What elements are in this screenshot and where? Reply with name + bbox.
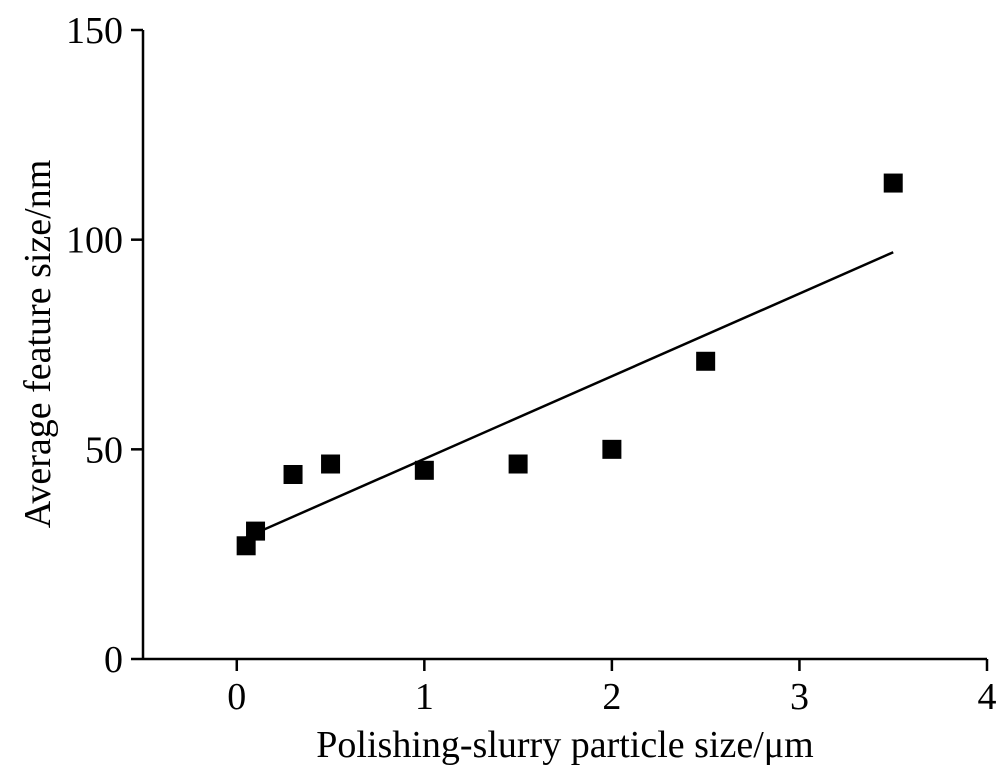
data-point (414, 460, 434, 480)
axes (141, 30, 987, 661)
y-tick-label: 100 (66, 220, 123, 262)
fit-line (245, 251, 894, 539)
y-tick-label: 50 (85, 429, 123, 471)
data-point (236, 536, 256, 556)
data-point (508, 454, 528, 474)
data-point (602, 439, 622, 459)
data-point (246, 521, 266, 541)
data-point (696, 351, 716, 371)
x-tick-label: 0 (227, 676, 246, 718)
y-axis-title: Average feature size/nm (17, 160, 59, 529)
x-ticks: 0 1 2 3 4 (227, 659, 997, 718)
data-point (283, 464, 303, 484)
x-tick-label: 3 (790, 676, 809, 718)
y-tick-label: 0 (104, 639, 123, 681)
y-tick-label: 150 (66, 10, 123, 52)
y-ticks: 0 50 100 150 (66, 10, 143, 681)
data-point (883, 173, 903, 193)
fit-line-group (245, 251, 894, 539)
data-point (321, 454, 341, 474)
x-tick-label: 1 (415, 676, 434, 718)
data-points (236, 173, 903, 556)
x-tick-label: 4 (978, 676, 997, 718)
x-tick-label: 2 (602, 676, 621, 718)
x-axis-title: Polishing-slurry particle size/μm (316, 724, 813, 766)
